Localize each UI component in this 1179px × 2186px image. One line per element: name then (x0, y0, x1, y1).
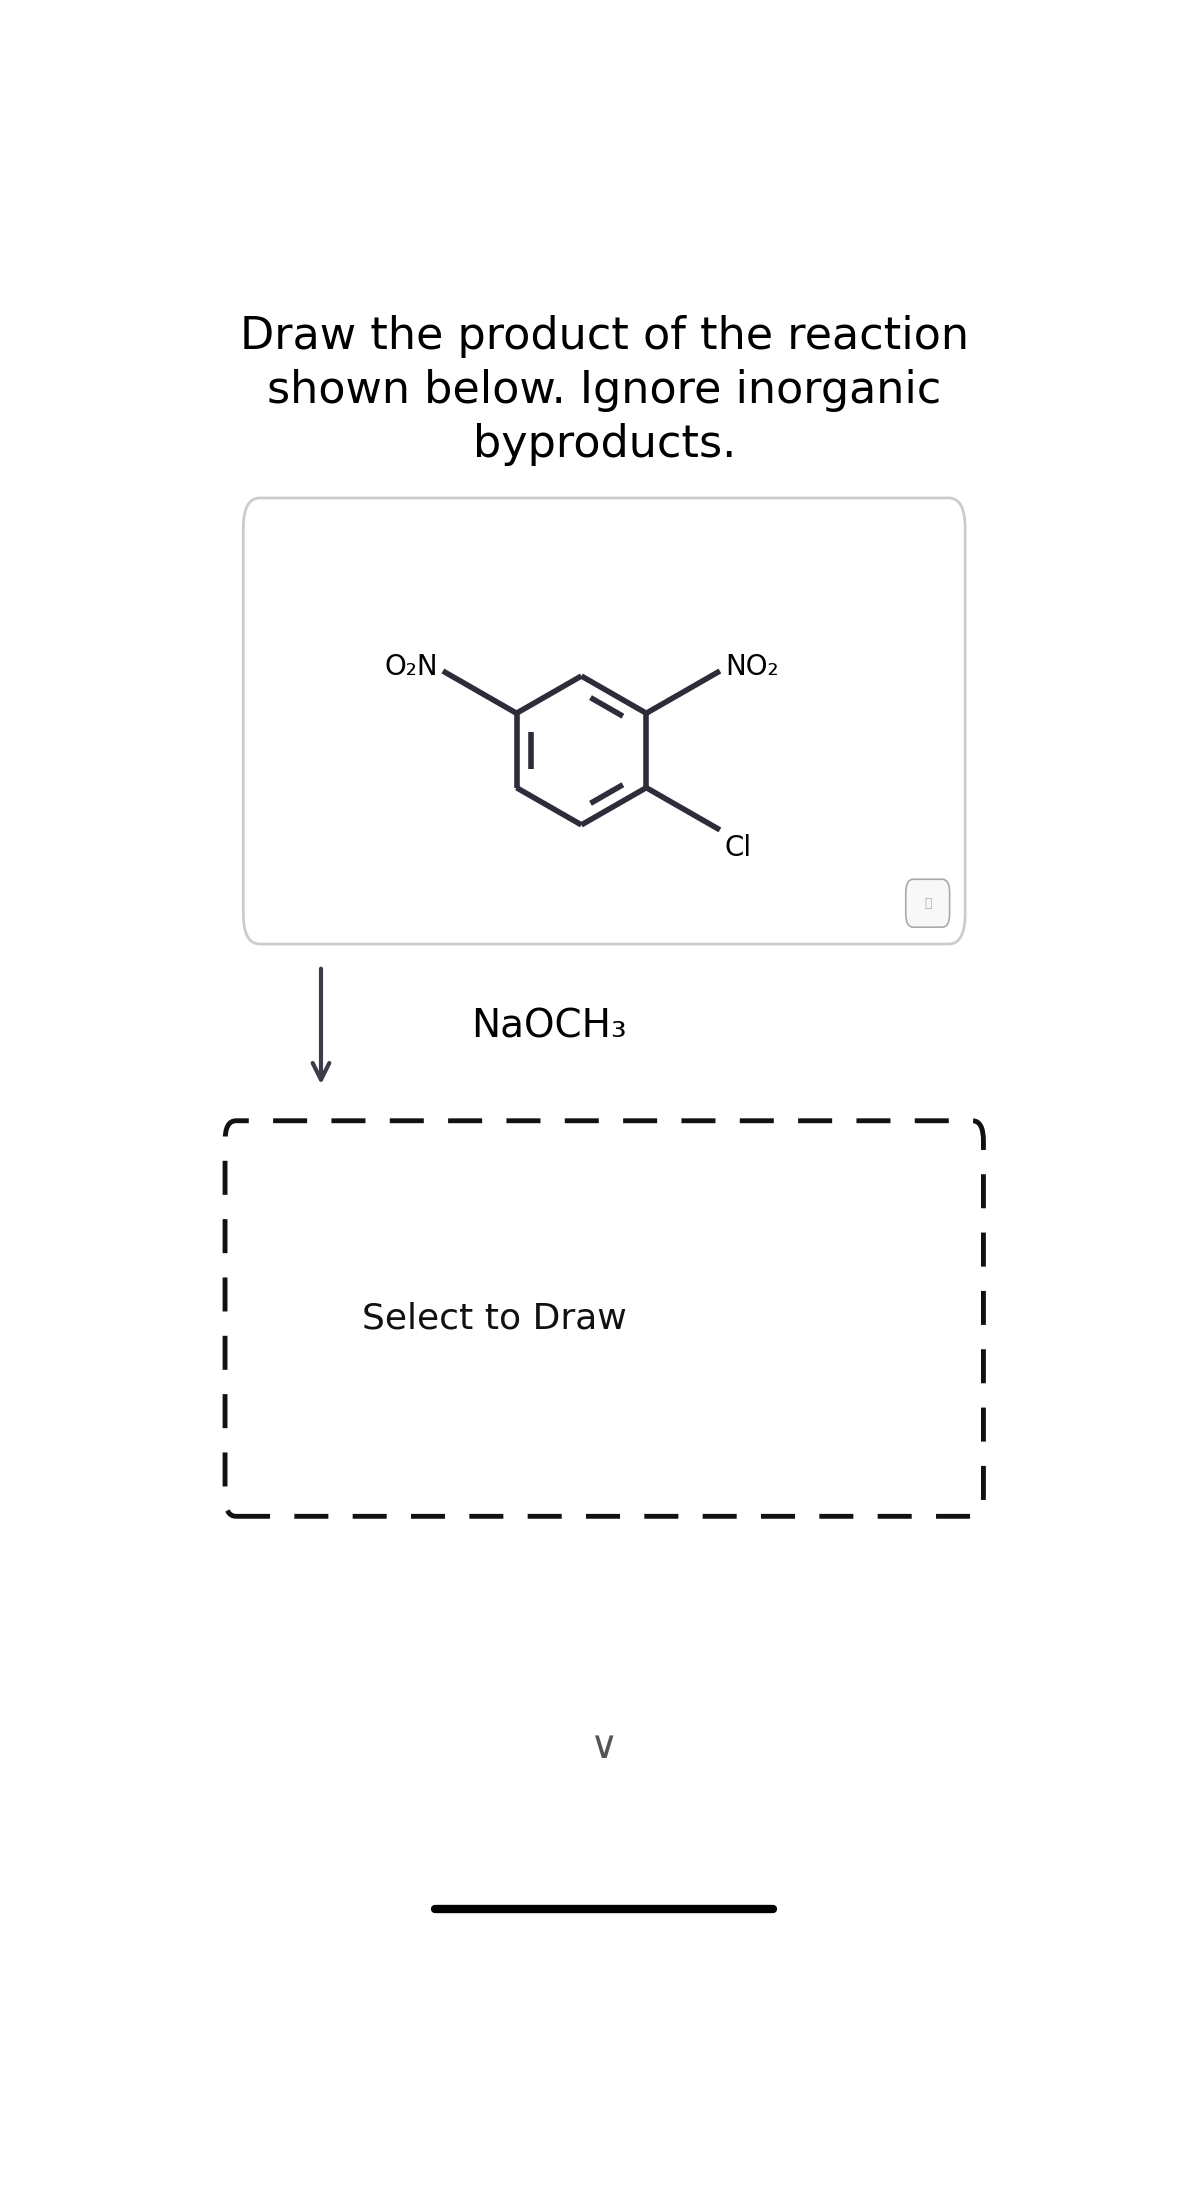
FancyBboxPatch shape (225, 1121, 983, 1517)
FancyBboxPatch shape (243, 498, 966, 944)
Text: NaOCH₃: NaOCH₃ (472, 1008, 627, 1045)
Text: 🔍: 🔍 (924, 896, 931, 909)
Text: Cl: Cl (725, 833, 752, 861)
Text: shown below. Ignore inorganic: shown below. Ignore inorganic (268, 369, 941, 411)
Text: ∨: ∨ (590, 1727, 619, 1766)
FancyBboxPatch shape (905, 879, 949, 927)
Text: Draw the product of the reaction: Draw the product of the reaction (239, 315, 969, 359)
Text: NO₂: NO₂ (725, 654, 778, 682)
Text: Select to Draw: Select to Draw (362, 1301, 627, 1336)
Text: byproducts.: byproducts. (473, 422, 736, 466)
Text: O₂N: O₂N (384, 654, 437, 682)
